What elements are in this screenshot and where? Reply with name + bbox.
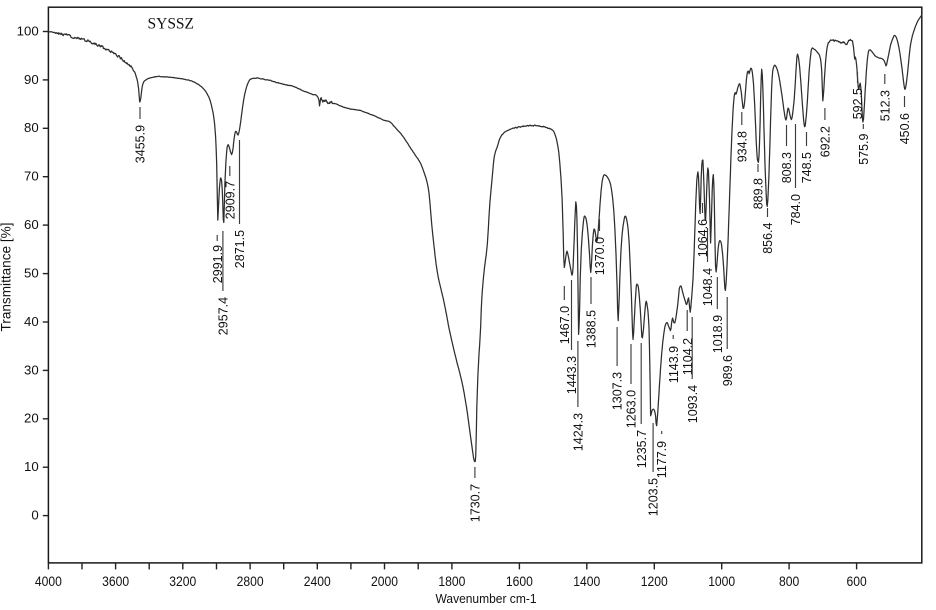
- svg-text:20: 20: [24, 411, 39, 426]
- svg-text:1104.2: 1104.2: [681, 338, 695, 375]
- svg-text:1235.7: 1235.7: [635, 430, 649, 468]
- svg-text:2800: 2800: [237, 574, 264, 589]
- svg-text:1143.9: 1143.9: [667, 346, 681, 383]
- svg-text:600: 600: [846, 574, 866, 589]
- svg-text:2991.9: 2991.9: [211, 245, 225, 283]
- svg-text:SYSSZ: SYSSZ: [148, 16, 195, 33]
- svg-text:1177.9: 1177.9: [655, 441, 669, 478]
- svg-text:1467.0: 1467.0: [558, 306, 572, 344]
- svg-text:450.6: 450.6: [898, 113, 912, 144]
- svg-text:808.3: 808.3: [780, 152, 794, 183]
- svg-text:1307.3: 1307.3: [611, 372, 625, 410]
- svg-text:575.9: 575.9: [857, 133, 871, 164]
- svg-text:1400: 1400: [573, 574, 600, 589]
- svg-text:100: 100: [17, 23, 39, 38]
- svg-text:934.8: 934.8: [735, 131, 749, 162]
- svg-text:784.0: 784.0: [789, 194, 803, 225]
- svg-text:2000: 2000: [371, 574, 398, 589]
- svg-text:1263.0: 1263.0: [625, 390, 639, 428]
- svg-text:90: 90: [24, 72, 39, 87]
- svg-text:Wavenumber cm-1: Wavenumber cm-1: [436, 591, 537, 606]
- svg-text:50: 50: [24, 265, 39, 280]
- svg-text:1048.4: 1048.4: [701, 268, 715, 306]
- svg-text:1203.5: 1203.5: [647, 478, 661, 516]
- svg-text:3600: 3600: [102, 574, 129, 589]
- svg-text:Transmittance [%]: Transmittance [%]: [0, 223, 14, 332]
- svg-text:1600: 1600: [506, 574, 533, 589]
- svg-text:1018.9: 1018.9: [711, 315, 725, 353]
- svg-text:512.3: 512.3: [878, 90, 892, 121]
- svg-text:2957.4: 2957.4: [217, 297, 231, 335]
- svg-text:748.5: 748.5: [800, 152, 814, 183]
- svg-text:592.5: 592.5: [851, 88, 865, 119]
- svg-text:2400: 2400: [304, 574, 331, 589]
- svg-text:1443.3: 1443.3: [565, 356, 579, 394]
- svg-text:30: 30: [24, 362, 39, 377]
- svg-text:1064.6: 1064.6: [696, 219, 710, 257]
- svg-text:1370.0: 1370.0: [593, 237, 607, 275]
- svg-text:856.4: 856.4: [761, 222, 775, 253]
- svg-text:1424.3: 1424.3: [571, 413, 585, 451]
- svg-text:3200: 3200: [169, 574, 196, 589]
- svg-text:2871.5: 2871.5: [233, 230, 247, 268]
- svg-text:989.6: 989.6: [721, 355, 735, 386]
- svg-text:40: 40: [24, 314, 39, 329]
- svg-text:1200: 1200: [641, 574, 668, 589]
- svg-text:80: 80: [24, 120, 39, 135]
- svg-text:4000: 4000: [35, 574, 62, 589]
- svg-text:70: 70: [24, 169, 39, 184]
- svg-text:889.8: 889.8: [752, 178, 766, 209]
- svg-text:0: 0: [31, 508, 38, 523]
- svg-text:10: 10: [24, 459, 39, 474]
- svg-text:2909.7: 2909.7: [223, 181, 237, 219]
- svg-text:1388.5: 1388.5: [585, 310, 599, 348]
- svg-text:692.2: 692.2: [818, 126, 832, 157]
- svg-text:1093.4: 1093.4: [686, 385, 700, 423]
- svg-text:1730.7: 1730.7: [468, 484, 482, 522]
- svg-text:60: 60: [24, 217, 39, 232]
- svg-text:1000: 1000: [708, 574, 735, 589]
- svg-text:800: 800: [779, 574, 799, 589]
- svg-text:3455.9: 3455.9: [134, 125, 148, 163]
- svg-text:1800: 1800: [438, 574, 465, 589]
